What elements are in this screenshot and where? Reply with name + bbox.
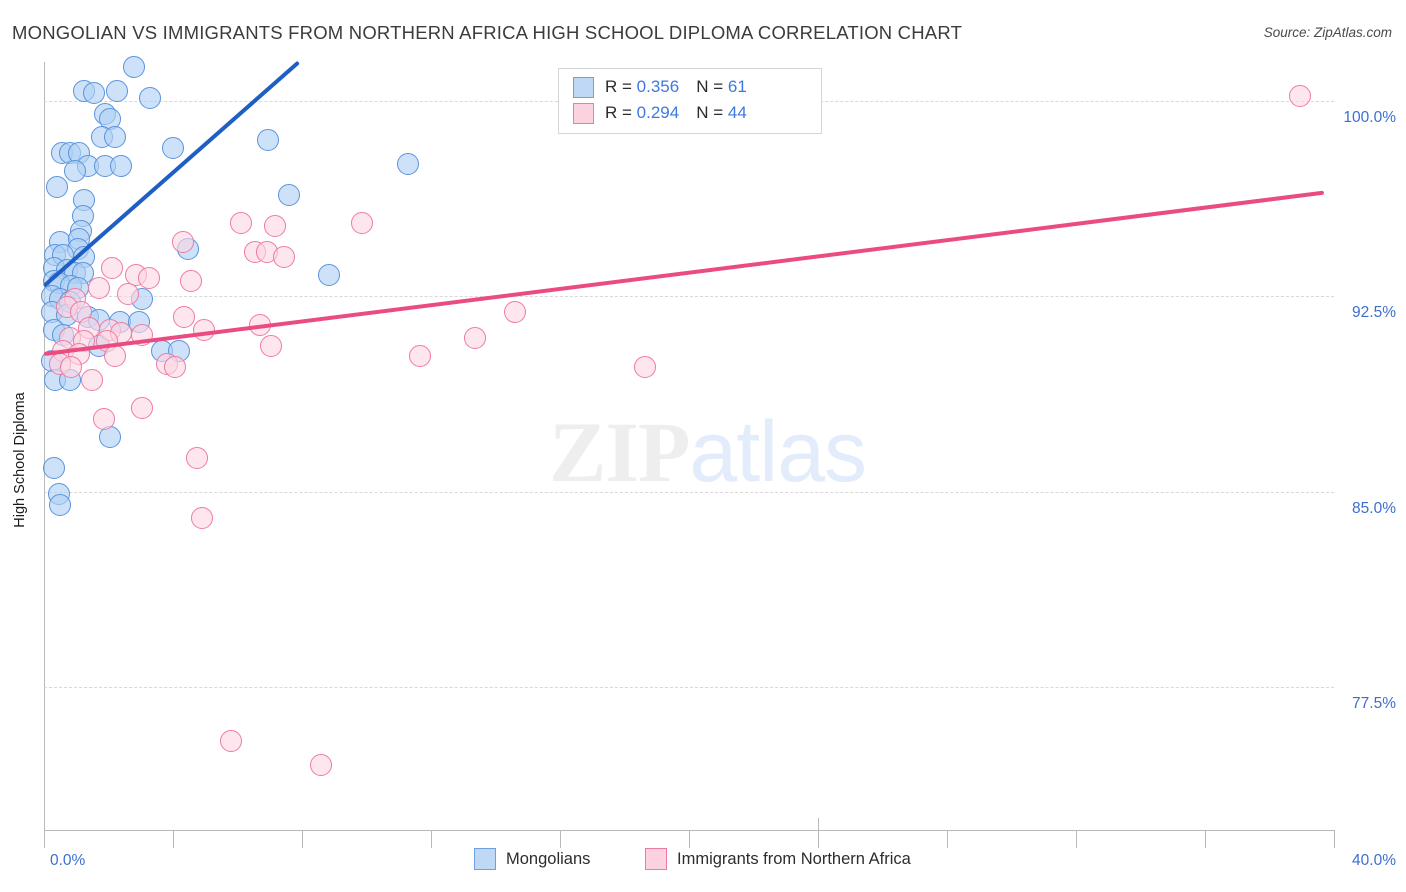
scatter-point	[278, 183, 301, 206]
r-value-1: 0.356	[636, 77, 680, 96]
n-value-2: 44	[727, 103, 747, 122]
scatter-point	[163, 355, 186, 378]
watermark-atlas: atlas	[689, 404, 867, 500]
scatter-point	[260, 334, 283, 357]
legend-row-mongolians: R = 0.356 N = 61	[573, 74, 747, 100]
scatter-point	[229, 212, 252, 235]
x-tick-mark	[1076, 830, 1077, 848]
scatter-point	[103, 345, 126, 368]
scatter-point	[49, 493, 72, 516]
r-label-1: R =	[605, 77, 637, 96]
n-label-2: N =	[696, 103, 728, 122]
scatter-point	[81, 368, 104, 391]
r-label-2: R =	[605, 103, 637, 122]
scatter-point	[191, 506, 214, 529]
y-axis-label-text: High School Diploma	[12, 392, 28, 528]
legend-row-immigrants: R = 0.294 N = 44	[573, 100, 747, 126]
scatter-point	[263, 215, 286, 237]
legend-swatch-mongolians	[573, 76, 594, 98]
scatter-point	[408, 345, 431, 368]
watermark-zip: ZIP	[549, 404, 690, 500]
gridline-y	[44, 686, 1334, 688]
source-attribution: Source: ZipAtlas.com	[1263, 25, 1392, 40]
y-tick-label: 92.5%	[1352, 304, 1396, 322]
scatter-point	[105, 79, 128, 102]
scatter-point	[179, 269, 202, 292]
x-tick-mark	[947, 830, 948, 848]
y-axis-line	[44, 62, 45, 830]
x-tick-mark	[560, 830, 561, 848]
scatter-point	[92, 407, 115, 430]
scatter-point	[503, 300, 526, 323]
watermark: ZIPatlas	[549, 402, 867, 502]
y-tick-label: 100.0%	[1343, 109, 1396, 127]
scatter-point	[350, 212, 373, 235]
x-tick-mark	[689, 830, 690, 848]
y-tick-label: 77.5%	[1352, 694, 1396, 712]
x-tick-mark	[818, 818, 819, 848]
scatter-point	[60, 355, 83, 378]
legend-stats-immigrants: R = 0.294 N = 44	[605, 103, 747, 123]
legend-stats-mongolians: R = 0.356 N = 61	[605, 77, 747, 97]
scatter-point	[171, 230, 194, 253]
scatter-point	[82, 82, 105, 105]
correlation-legend: R = 0.356 N = 61 R = 0.294 N = 44	[558, 68, 822, 134]
x-tick-mark	[173, 830, 174, 848]
x-tick-label-max: 40.0%	[1352, 852, 1396, 869]
scatter-point	[162, 136, 184, 159]
n-value-1: 61	[727, 77, 747, 96]
series-swatch-immigrants	[645, 848, 667, 870]
x-tick-mark	[431, 830, 432, 848]
scatter-point	[397, 152, 420, 175]
series-label-immigrants: Immigrants from Northern Africa	[677, 849, 911, 868]
y-axis-label: High School Diploma	[8, 0, 28, 892]
n-label-1: N =	[696, 77, 728, 96]
x-tick-mark	[44, 830, 45, 848]
y-tick-label: 85.0%	[1352, 499, 1396, 517]
scatter-point	[87, 277, 110, 300]
gridline-y	[44, 296, 1334, 298]
scatter-point	[123, 56, 146, 79]
series-swatch-mongolians	[474, 848, 496, 870]
scatter-point	[634, 355, 657, 378]
x-tick-mark	[1334, 830, 1335, 848]
scatter-point	[100, 256, 123, 279]
scatter-point	[116, 282, 139, 305]
scatter-point	[131, 397, 154, 420]
scatter-point	[110, 155, 133, 178]
scatter-point	[137, 267, 160, 290]
series-legend-mongolians[interactable]: Mongolians	[474, 848, 590, 870]
x-tick-label-min: 0.0%	[50, 852, 86, 869]
scatter-point	[318, 264, 341, 287]
scatter-point	[310, 753, 333, 776]
r-value-2: 0.294	[636, 103, 680, 122]
page-title: MONGOLIAN VS IMMIGRANTS FROM NORTHERN AF…	[12, 22, 963, 43]
scatter-point	[1289, 84, 1312, 107]
legend-swatch-immigrants	[573, 102, 594, 124]
scatter-point	[463, 326, 486, 349]
scatter-point	[139, 87, 162, 110]
scatter-point	[42, 457, 65, 480]
scatter-point	[63, 160, 86, 183]
scatter-point	[257, 129, 280, 152]
scatter-point	[186, 446, 209, 469]
scatter-point	[273, 246, 296, 269]
scatter-point	[220, 730, 243, 753]
series-legend-immigrants[interactable]: Immigrants from Northern Africa	[645, 848, 911, 870]
scatter-point	[103, 126, 126, 149]
series-label-mongolians: Mongolians	[506, 849, 591, 868]
scatter-point	[45, 175, 68, 198]
x-tick-mark	[302, 830, 303, 848]
x-tick-mark	[1205, 830, 1206, 848]
plot-area: ZIPatlas	[41, 56, 1335, 848]
gridline-y	[44, 491, 1334, 493]
scatter-point	[173, 306, 196, 329]
